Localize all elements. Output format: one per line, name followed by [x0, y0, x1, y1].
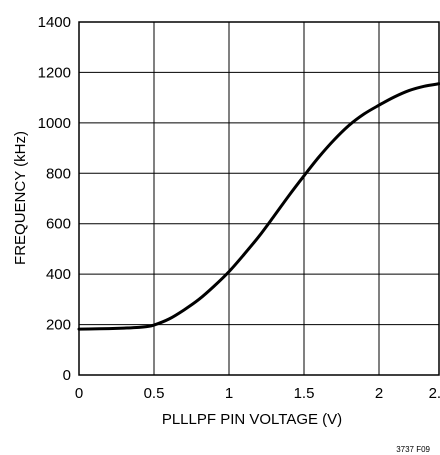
y-tick-label: 1200 — [38, 64, 71, 81]
x-tick-label: 2 — [375, 385, 383, 402]
grid — [79, 22, 439, 375]
frequency-curve — [77, 82, 440, 331]
plot-border — [78, 21, 440, 376]
y-tick-label: 1400 — [38, 14, 71, 31]
y-tick-labels: 0 200 400 600 800 1000 1200 1400 — [38, 14, 71, 384]
x-tick-label: 0 — [75, 385, 83, 402]
y-axis-label: FREQUENCY (kHz) — [12, 131, 29, 265]
y-tick-label: 800 — [46, 165, 71, 182]
y-tick-label: 600 — [46, 216, 71, 233]
x-tick-label: 1 — [225, 385, 233, 402]
figure-id: 3737 F09 — [396, 445, 430, 454]
y-tick-label: 0 — [63, 367, 71, 384]
y-tick-label: 1000 — [38, 115, 71, 132]
x-tick-label: 1.5 — [294, 385, 315, 402]
x-tick-labels: 0 0.5 1 1.5 2 2.4 — [75, 385, 440, 402]
plot-frame — [78, 21, 440, 376]
y-tick-label: 400 — [46, 266, 71, 283]
y-tick-label: 200 — [46, 317, 71, 334]
curve-layer — [77, 82, 440, 331]
x-axis-label: PLLLPF PIN VOLTAGE (V) — [162, 411, 342, 428]
x-tick-label: 0.5 — [144, 385, 165, 402]
x-tick-label: 2.4 — [429, 385, 440, 402]
